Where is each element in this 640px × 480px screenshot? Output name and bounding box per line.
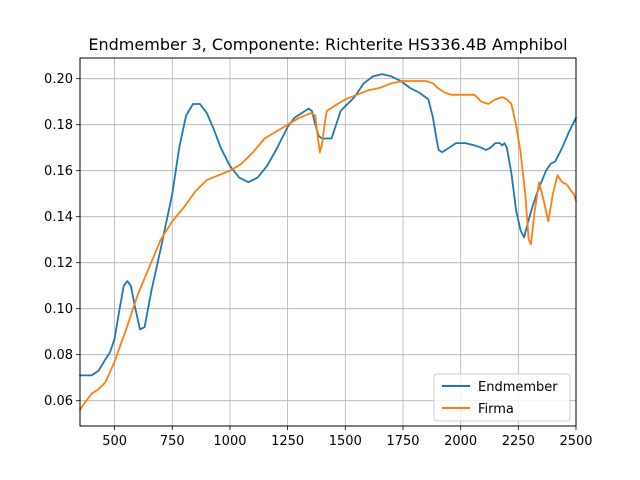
y-tick-label: 0.16 bbox=[44, 164, 73, 179]
chart-title: Endmember 3, Componente: Richterite HS33… bbox=[88, 35, 567, 54]
legend-label-endmember: Endmember bbox=[478, 380, 558, 395]
plot-frame bbox=[79, 57, 577, 427]
x-tick-label: 2250 bbox=[502, 434, 535, 449]
y-tick-label: 0.14 bbox=[44, 210, 73, 225]
x-tick-label: 2000 bbox=[444, 434, 477, 449]
x-tick-label: 1500 bbox=[329, 434, 362, 449]
y-tick-label: 0.08 bbox=[44, 348, 73, 363]
axis-ticks: 500 750 1000 1250 1500 1750 2000 2250 2500 0.06 0.… bbox=[44, 72, 593, 449]
legend-label-firma: Firma bbox=[478, 402, 514, 417]
x-tick-label: 750 bbox=[160, 434, 185, 449]
x-tick-label: 1750 bbox=[386, 434, 419, 449]
x-tick-label: 500 bbox=[102, 434, 127, 449]
series-layer bbox=[79, 73, 577, 411]
y-tick-label: 0.10 bbox=[44, 302, 73, 317]
y-tick-label: 0.12 bbox=[44, 256, 73, 271]
x-tick-label: 1250 bbox=[271, 434, 304, 449]
x-tick-label: 1000 bbox=[213, 434, 246, 449]
x-tick-label: 2500 bbox=[559, 434, 592, 449]
y-tick-label: 0.18 bbox=[44, 118, 73, 133]
series-line-endmember bbox=[79, 73, 577, 377]
y-tick-label: 0.06 bbox=[44, 394, 73, 409]
legend: Endmember Firma bbox=[433, 373, 571, 422]
y-tick-label: 0.20 bbox=[44, 72, 73, 87]
series-line-firma bbox=[79, 80, 577, 411]
